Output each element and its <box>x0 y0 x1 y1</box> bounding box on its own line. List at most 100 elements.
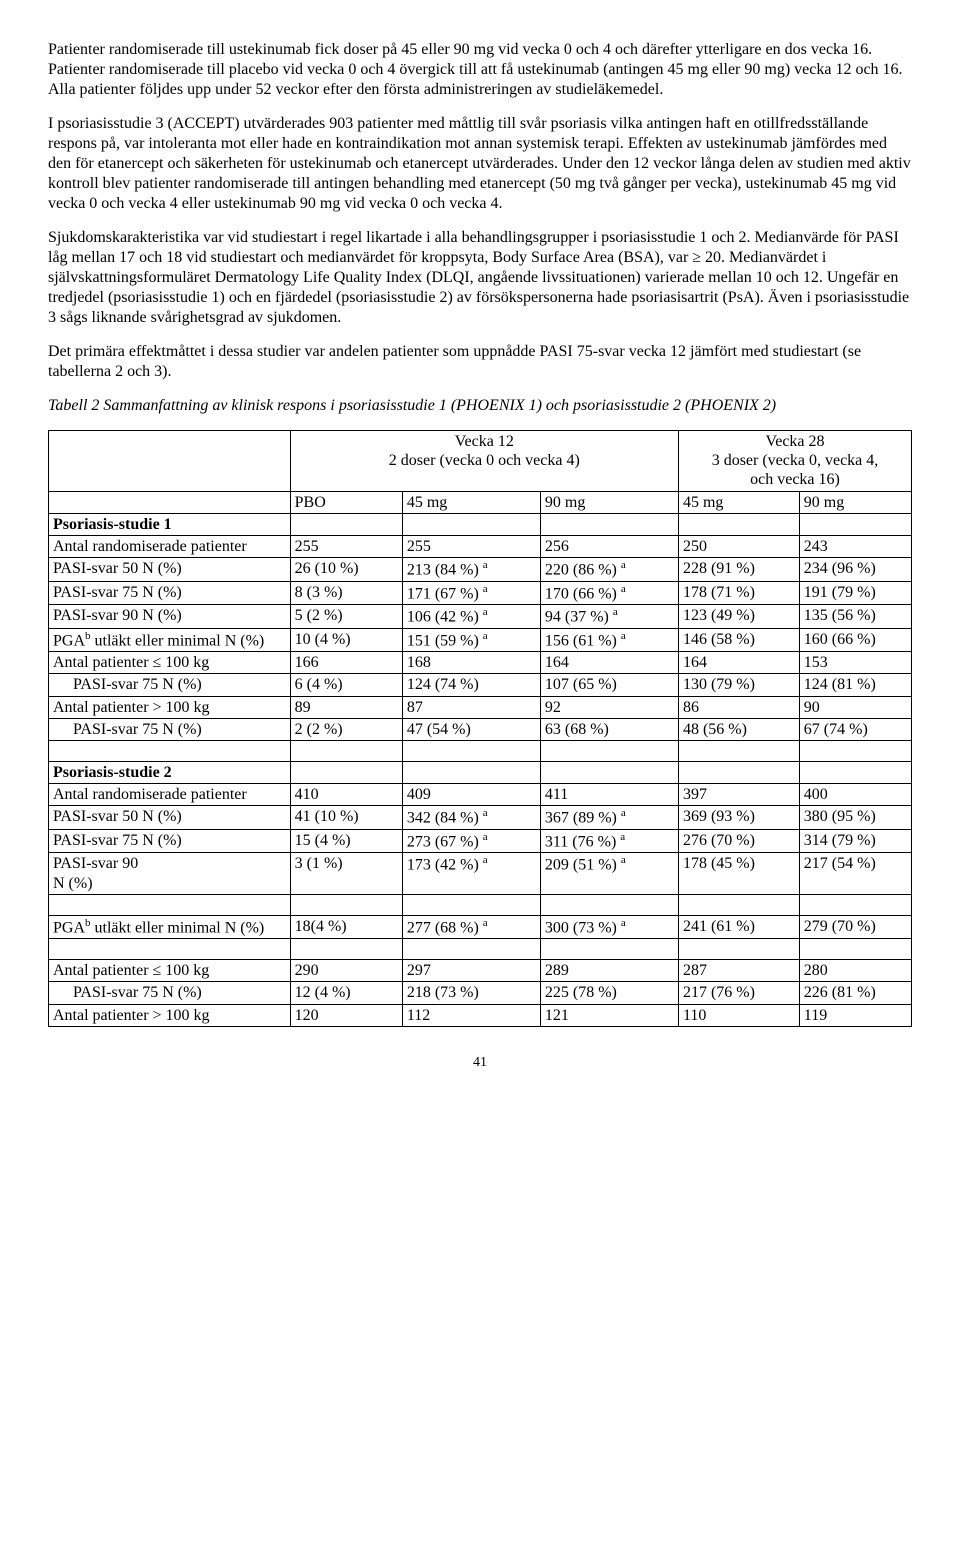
table-row: PASI-svar 75 N (%) 8 (3 %) 171 (67 %) a … <box>49 581 912 605</box>
row-label: Antal patienter ≤ 100 kg <box>49 652 291 674</box>
table-row: Antal randomiserade patienter 410 409 41… <box>49 784 912 806</box>
table-row: PASI-svar 75 N (%) 2 (2 %) 47 (54 %) 63 … <box>49 718 912 740</box>
cell: 243 <box>799 535 911 557</box>
cell: 5 (2 %) <box>290 605 402 629</box>
cell: 151 (59 %) a <box>402 628 540 652</box>
cell: 164 <box>678 652 799 674</box>
table-row: PASI-svar 50 N (%) 26 (10 %) 213 (84 %) … <box>49 558 912 582</box>
cell: 397 <box>678 784 799 806</box>
cell: 123 (49 %) <box>678 605 799 629</box>
table-spacer <box>49 939 912 960</box>
cell: 273 (67 %) a <box>402 829 540 853</box>
cell: 3 (1 %) <box>290 853 402 894</box>
cell: 369 (93 %) <box>678 806 799 830</box>
table-row: PASI-svar 75 N (%) 15 (4 %) 273 (67 %) a… <box>49 829 912 853</box>
header-week12-sub: 2 doser (vecka 0 och vecka 4) <box>389 452 580 469</box>
cell: 120 <box>290 1004 402 1026</box>
cell: 213 (84 %) a <box>402 558 540 582</box>
cell: 121 <box>540 1004 678 1026</box>
row-label: PASI-svar 75 N (%) <box>49 982 291 1004</box>
cell: 107 (65 %) <box>540 674 678 696</box>
cell: 367 (89 %) a <box>540 806 678 830</box>
cell: 255 <box>290 535 402 557</box>
cell: 311 (76 %) a <box>540 829 678 853</box>
row-label: PASI-svar 75 N (%) <box>49 581 291 605</box>
cell: 173 (42 %) a <box>402 853 540 894</box>
cell: 160 (66 %) <box>799 628 911 652</box>
cell: 255 <box>402 535 540 557</box>
row-label: Antal patienter ≤ 100 kg <box>49 960 291 982</box>
table-row: PASI-svar 75 N (%) 12 (4 %) 218 (73 %) 2… <box>49 982 912 1004</box>
cell: 47 (54 %) <box>402 718 540 740</box>
table-row: PASI-svar 75 N (%) 6 (4 %) 124 (74 %) 10… <box>49 674 912 696</box>
header-week28-sub1: 3 doser (vecka 0, vecka 4, <box>712 452 879 469</box>
row-label: PASI-svar 75 N (%) <box>49 718 291 740</box>
table-row: Antal patienter ≤ 100 kg 290 297 289 287… <box>49 960 912 982</box>
cell: 164 <box>540 652 678 674</box>
cell: 218 (73 %) <box>402 982 540 1004</box>
table-row: PGAb utläkt eller minimal N (%) 18(4 %) … <box>49 915 912 939</box>
header-week28: Vecka 28 <box>765 433 824 450</box>
cell: 26 (10 %) <box>290 558 402 582</box>
cell: 226 (81 %) <box>799 982 911 1004</box>
row-label: Antal randomiserade patienter <box>49 784 291 806</box>
cell: 119 <box>799 1004 911 1026</box>
row-label: Antal patienter > 100 kg <box>49 1004 291 1026</box>
cell: 124 (81 %) <box>799 674 911 696</box>
cell: 168 <box>402 652 540 674</box>
cell: 314 (79 %) <box>799 829 911 853</box>
cell: 250 <box>678 535 799 557</box>
cell: 12 (4 %) <box>290 982 402 1004</box>
cell: 146 (58 %) <box>678 628 799 652</box>
cell: 280 <box>799 960 911 982</box>
cell: 400 <box>799 784 911 806</box>
cell: 87 <box>402 696 540 718</box>
cell: 209 (51 %) a <box>540 853 678 894</box>
paragraph-4: Det primära effektmåttet i dessa studier… <box>48 342 912 382</box>
cell: 380 (95 %) <box>799 806 911 830</box>
cell: 228 (91 %) <box>678 558 799 582</box>
cell: 135 (56 %) <box>799 605 911 629</box>
col-45mg-28: 45 mg <box>678 491 799 513</box>
paragraph-2: I psoriasisstudie 3 (ACCEPT) utvärderade… <box>48 114 912 214</box>
cell: 225 (78 %) <box>540 982 678 1004</box>
paragraph-1: Patienter randomiserade till ustekinumab… <box>48 40 912 100</box>
cell: 170 (66 %) a <box>540 581 678 605</box>
cell: 277 (68 %) a <box>402 915 540 939</box>
header-week28-sub2: och vecka 16) <box>750 471 840 488</box>
row-label: PASI-svar 75 N (%) <box>49 674 291 696</box>
table-spacer <box>49 894 912 915</box>
results-table: Vecka 12 2 doser (vecka 0 och vecka 4) V… <box>48 430 912 1027</box>
row-label: Antal patienter > 100 kg <box>49 696 291 718</box>
cell: 67 (74 %) <box>799 718 911 740</box>
cell: 92 <box>540 696 678 718</box>
table-row: PASI-svar 90N (%) 3 (1 %) 173 (42 %) a 2… <box>49 853 912 894</box>
table-row: Psoriasis-studie 2 <box>49 761 912 783</box>
study1-title: Psoriasis-studie 1 <box>49 513 291 535</box>
col-90mg-28: 90 mg <box>799 491 911 513</box>
cell: 234 (96 %) <box>799 558 911 582</box>
header-week12: Vecka 12 <box>455 433 514 450</box>
cell: 256 <box>540 535 678 557</box>
table-row: PGAb utläkt eller minimal N (%) 10 (4 %)… <box>49 628 912 652</box>
cell: 297 <box>402 960 540 982</box>
row-label: PASI-svar 50 N (%) <box>49 806 291 830</box>
cell: 15 (4 %) <box>290 829 402 853</box>
cell: 8 (3 %) <box>290 581 402 605</box>
cell: 171 (67 %) a <box>402 581 540 605</box>
cell: 86 <box>678 696 799 718</box>
table-row: Antal patienter > 100 kg 120 112 121 110… <box>49 1004 912 1026</box>
cell: 279 (70 %) <box>799 915 911 939</box>
cell: 156 (61 %) a <box>540 628 678 652</box>
cell: 89 <box>290 696 402 718</box>
cell: 178 (71 %) <box>678 581 799 605</box>
cell: 217 (76 %) <box>678 982 799 1004</box>
cell: 63 (68 %) <box>540 718 678 740</box>
cell: 342 (84 %) a <box>402 806 540 830</box>
table-spacer <box>49 740 912 761</box>
table-row: Antal randomiserade patienter 255 255 25… <box>49 535 912 557</box>
table-row: Psoriasis-studie 1 <box>49 513 912 535</box>
cell: 220 (86 %) a <box>540 558 678 582</box>
cell: 124 (74 %) <box>402 674 540 696</box>
cell: 290 <box>290 960 402 982</box>
